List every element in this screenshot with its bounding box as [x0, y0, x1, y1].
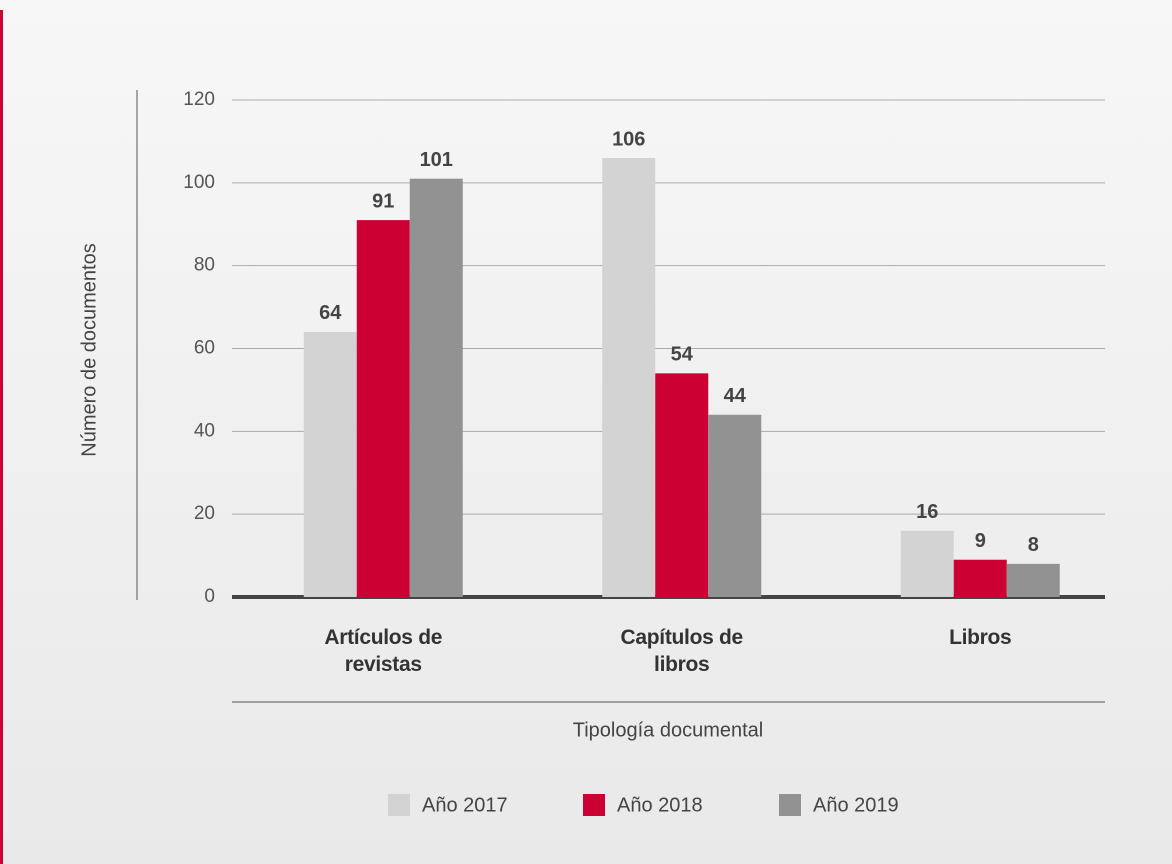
legend-swatch — [583, 794, 605, 816]
legend-label: Año 2018 — [617, 794, 703, 816]
x-tick-label: Libros — [949, 626, 1012, 649]
legend-swatch — [779, 794, 801, 816]
y-tick-label: 120 — [183, 89, 215, 110]
legend-label: Año 2017 — [422, 794, 508, 816]
bar — [708, 414, 762, 597]
data-label: 106 — [612, 128, 645, 150]
bar — [1006, 563, 1060, 597]
data-label: 54 — [671, 344, 694, 366]
data-label: 101 — [420, 149, 453, 171]
y-tick-label: 60 — [194, 338, 215, 359]
data-label: 64 — [319, 302, 342, 324]
data-label: 16 — [916, 501, 938, 523]
data-label: 9 — [975, 530, 986, 552]
bar — [409, 178, 463, 598]
accent-bar — [0, 10, 3, 864]
data-label: 8 — [1028, 534, 1039, 556]
x-tick-label: Capítulos de libros — [620, 626, 744, 676]
bar — [356, 220, 410, 597]
data-label: 91 — [372, 190, 394, 212]
bar — [900, 530, 954, 597]
y-tick-label: 0 — [204, 586, 215, 607]
x-tick-label: Artículos de revistas — [324, 626, 443, 676]
x-axis-label: Tipología documental — [573, 719, 764, 741]
legend-label: Año 2019 — [813, 794, 899, 816]
bar — [953, 559, 1007, 597]
bar — [303, 331, 357, 597]
bar — [602, 157, 656, 597]
y-tick-label: 40 — [194, 420, 215, 441]
y-tick-label: 20 — [194, 503, 215, 524]
data-label: 44 — [724, 385, 747, 407]
y-axis-label: Número de documentos — [78, 243, 100, 456]
bar — [655, 373, 709, 597]
y-tick-label: 100 — [183, 172, 215, 193]
legend-swatch — [388, 794, 410, 816]
y-tick-label: 80 — [194, 255, 215, 276]
